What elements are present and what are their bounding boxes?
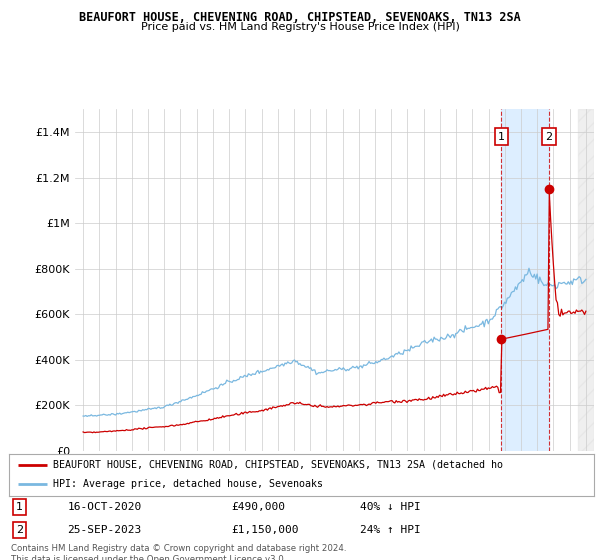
Text: 2: 2 [16, 525, 23, 535]
Text: 1: 1 [16, 502, 23, 512]
Text: Contains HM Land Registry data © Crown copyright and database right 2024.
This d: Contains HM Land Registry data © Crown c… [11, 544, 346, 560]
Bar [578, 109, 594, 451]
Text: HPI: Average price, detached house, Sevenoaks: HPI: Average price, detached house, Seve… [53, 479, 323, 489]
Text: 2: 2 [545, 132, 553, 142]
Text: 40% ↓ HPI: 40% ↓ HPI [360, 502, 421, 512]
Text: 1: 1 [498, 132, 505, 142]
Text: 25-SEP-2023: 25-SEP-2023 [67, 525, 142, 535]
Text: £490,000: £490,000 [232, 502, 286, 512]
Bar [502, 109, 549, 451]
Text: BEAUFORT HOUSE, CHEVENING ROAD, CHIPSTEAD, SEVENOAKS, TN13 2SA: BEAUFORT HOUSE, CHEVENING ROAD, CHIPSTEA… [79, 11, 521, 24]
Text: 16-OCT-2020: 16-OCT-2020 [67, 502, 142, 512]
Bar [578, 109, 594, 451]
Text: 24% ↑ HPI: 24% ↑ HPI [360, 525, 421, 535]
Text: BEAUFORT HOUSE, CHEVENING ROAD, CHIPSTEAD, SEVENOAKS, TN13 2SA (detached ho: BEAUFORT HOUSE, CHEVENING ROAD, CHIPSTEA… [53, 460, 503, 470]
Text: Price paid vs. HM Land Registry's House Price Index (HPI): Price paid vs. HM Land Registry's House … [140, 22, 460, 32]
Text: £1,150,000: £1,150,000 [232, 525, 299, 535]
